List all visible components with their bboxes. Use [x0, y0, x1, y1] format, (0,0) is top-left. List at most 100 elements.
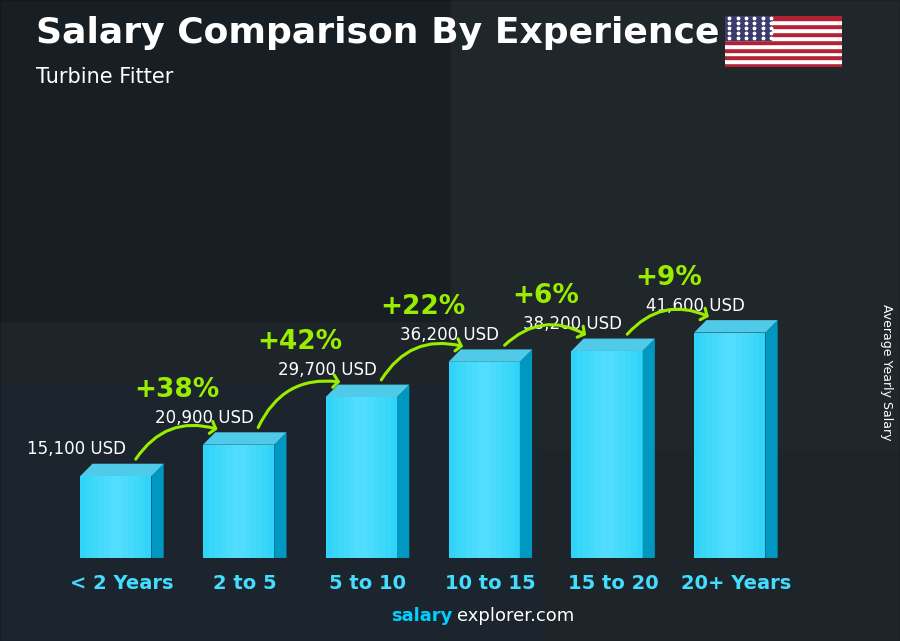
- Polygon shape: [233, 445, 238, 558]
- Polygon shape: [397, 385, 410, 558]
- Polygon shape: [572, 351, 577, 558]
- Bar: [724, 16, 842, 20]
- Polygon shape: [227, 445, 233, 558]
- Polygon shape: [140, 476, 146, 558]
- Polygon shape: [712, 333, 718, 558]
- Text: +6%: +6%: [512, 283, 579, 309]
- Polygon shape: [338, 397, 344, 558]
- Polygon shape: [256, 445, 262, 558]
- Bar: [724, 32, 842, 36]
- Text: Salary Comparison By Experience: Salary Comparison By Experience: [36, 16, 719, 50]
- Polygon shape: [478, 362, 484, 558]
- Polygon shape: [742, 333, 748, 558]
- Polygon shape: [607, 351, 613, 558]
- Text: Average Yearly Salary: Average Yearly Salary: [880, 304, 893, 440]
- Polygon shape: [209, 445, 215, 558]
- Polygon shape: [643, 338, 655, 558]
- Polygon shape: [379, 397, 385, 558]
- Bar: [724, 63, 842, 67]
- Polygon shape: [122, 476, 128, 558]
- Polygon shape: [718, 333, 724, 558]
- Polygon shape: [730, 333, 735, 558]
- Text: 20+ Years: 20+ Years: [680, 574, 791, 593]
- Polygon shape: [595, 351, 601, 558]
- Polygon shape: [326, 397, 332, 558]
- Polygon shape: [92, 476, 98, 558]
- Polygon shape: [753, 333, 760, 558]
- Polygon shape: [572, 338, 655, 351]
- Bar: [724, 28, 842, 32]
- Polygon shape: [262, 445, 268, 558]
- Polygon shape: [694, 320, 778, 333]
- Text: salary: salary: [392, 607, 453, 625]
- Polygon shape: [484, 362, 491, 558]
- Polygon shape: [613, 351, 619, 558]
- Polygon shape: [461, 362, 466, 558]
- Text: +42%: +42%: [257, 329, 343, 355]
- Text: +22%: +22%: [380, 294, 465, 320]
- Polygon shape: [326, 385, 410, 397]
- Polygon shape: [631, 351, 636, 558]
- Bar: [0, 0, 450, 320]
- Polygon shape: [98, 476, 104, 558]
- Polygon shape: [104, 476, 110, 558]
- Polygon shape: [502, 362, 508, 558]
- Polygon shape: [268, 445, 274, 558]
- Bar: [724, 24, 842, 28]
- Polygon shape: [590, 351, 595, 558]
- Text: 5 to 10: 5 to 10: [329, 574, 406, 593]
- Polygon shape: [520, 349, 532, 558]
- Text: 10 to 15: 10 to 15: [445, 574, 536, 593]
- Polygon shape: [110, 476, 116, 558]
- Polygon shape: [332, 397, 338, 558]
- Bar: [724, 40, 842, 44]
- Text: +38%: +38%: [135, 377, 220, 403]
- Polygon shape: [765, 320, 778, 558]
- Polygon shape: [215, 445, 220, 558]
- Polygon shape: [760, 333, 765, 558]
- Text: < 2 Years: < 2 Years: [70, 574, 174, 593]
- Polygon shape: [724, 333, 730, 558]
- Polygon shape: [496, 362, 502, 558]
- Polygon shape: [116, 476, 122, 558]
- Bar: [0, 385, 540, 641]
- Polygon shape: [146, 476, 151, 558]
- Bar: [724, 44, 842, 47]
- Text: 2 to 5: 2 to 5: [213, 574, 276, 593]
- Polygon shape: [706, 333, 712, 558]
- Polygon shape: [694, 333, 700, 558]
- Bar: [724, 51, 842, 56]
- Polygon shape: [238, 445, 245, 558]
- Bar: [724, 60, 842, 63]
- Polygon shape: [735, 333, 742, 558]
- Polygon shape: [203, 445, 209, 558]
- Polygon shape: [448, 349, 532, 362]
- Polygon shape: [491, 362, 496, 558]
- Polygon shape: [454, 362, 461, 558]
- Polygon shape: [577, 351, 583, 558]
- Text: 38,200 USD: 38,200 USD: [523, 315, 622, 333]
- Text: 15,100 USD: 15,100 USD: [27, 440, 126, 458]
- Polygon shape: [128, 476, 133, 558]
- Bar: [724, 56, 842, 60]
- Text: 20,900 USD: 20,900 USD: [155, 409, 254, 427]
- Polygon shape: [466, 362, 472, 558]
- Polygon shape: [133, 476, 140, 558]
- Polygon shape: [385, 397, 392, 558]
- Polygon shape: [274, 432, 286, 558]
- Polygon shape: [392, 397, 397, 558]
- Polygon shape: [619, 351, 625, 558]
- Bar: [724, 16, 771, 40]
- Polygon shape: [374, 397, 379, 558]
- Polygon shape: [80, 463, 164, 476]
- Polygon shape: [508, 362, 514, 558]
- Polygon shape: [583, 351, 590, 558]
- Polygon shape: [601, 351, 607, 558]
- Polygon shape: [472, 362, 478, 558]
- Polygon shape: [448, 362, 454, 558]
- Polygon shape: [344, 397, 349, 558]
- Text: 41,600 USD: 41,600 USD: [646, 297, 745, 315]
- Text: explorer.com: explorer.com: [457, 607, 574, 625]
- Bar: [724, 47, 842, 51]
- Polygon shape: [349, 397, 356, 558]
